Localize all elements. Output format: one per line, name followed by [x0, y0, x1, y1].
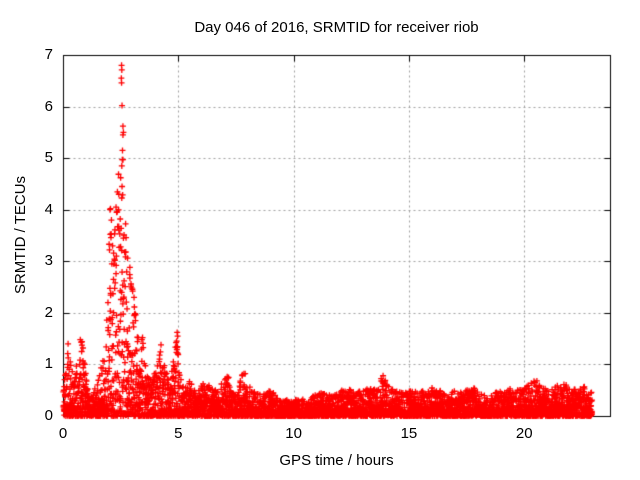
- x-tick-label: 10: [285, 425, 302, 442]
- y-tick-label: 4: [44, 200, 53, 218]
- x-axis-label: GPS time / hours: [279, 452, 394, 469]
- y-tick-label: 3: [44, 252, 53, 270]
- x-tick-label: 5: [174, 425, 183, 442]
- y-tick-label: 0: [44, 407, 53, 424]
- y-tick-label: 5: [44, 149, 53, 167]
- x-tick-label: 0: [58, 425, 68, 442]
- y-tick-label: 2: [44, 303, 53, 321]
- y-tick-label: 6: [44, 97, 53, 115]
- chart-title: Day 046 of 2016, SRMTID for receiver rio…: [194, 19, 479, 36]
- x-tick-label: 15: [400, 425, 418, 442]
- y-tick-label: 1: [44, 355, 53, 373]
- y-axis-label: SRMTID / TECUs: [12, 175, 29, 295]
- x-tick-label: 20: [515, 425, 533, 442]
- y-tick-label: 7: [44, 46, 53, 63]
